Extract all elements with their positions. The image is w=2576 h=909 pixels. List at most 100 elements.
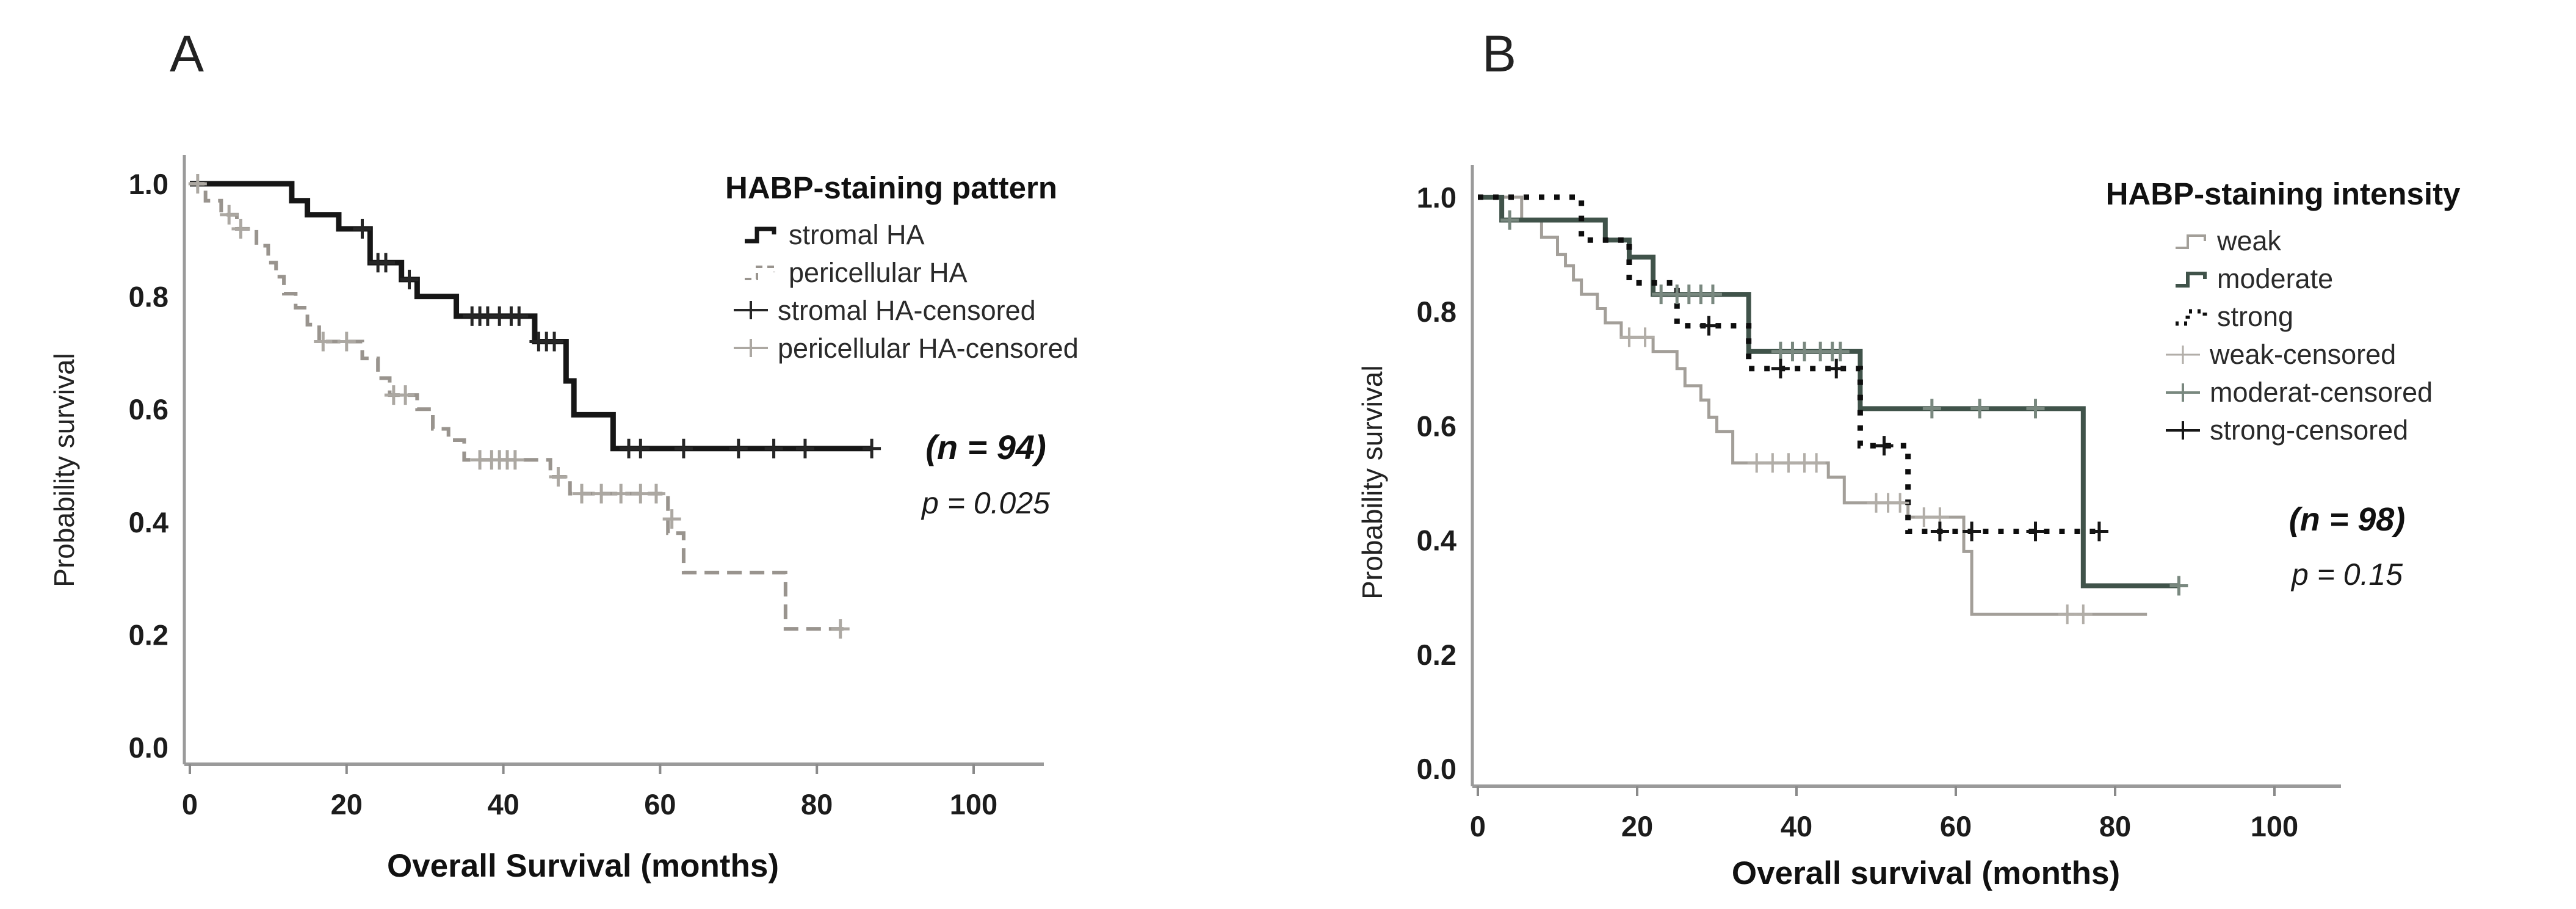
panel-b-sample-size: (n = 98) (2288, 501, 2406, 538)
censor-mark-pericellular-ha-censored (662, 509, 681, 529)
panel-a-letter: A (170, 25, 204, 82)
censor-mark-strong-censored (1827, 358, 1846, 378)
y-tick-label: 0.2 (129, 618, 168, 651)
series-pericellular-ha-line (190, 182, 848, 631)
censor-mark-stromal-ha-censored (353, 219, 372, 239)
swatch-stroke (745, 226, 776, 244)
censor-mark-stromal-ha-censored (545, 331, 564, 352)
y-tick-label: 1.0 (129, 168, 168, 200)
weak-step-line-icon (2176, 234, 2206, 249)
censor-mark-pericellular-ha-censored (314, 331, 333, 352)
x-tick-label: 0 (1470, 810, 1486, 842)
panel-a-x-axis-label: Overall Survival (months) (386, 848, 780, 884)
stromal-ha-censored-plus-icon (734, 301, 768, 319)
legend-label: pericellular HA (789, 257, 968, 288)
legend-item-pericellular-ha: pericellular HA (743, 257, 1087, 289)
censor-mark-moderat-censored (2026, 399, 2045, 419)
panel-b-x-axis-label: Overall survival (months) (1731, 855, 2121, 891)
censor-mark-pericellular-ha-censored (505, 450, 524, 470)
panel-b-annotations: (n = 98) p = 0.15 (2243, 501, 2451, 592)
swatch-stroke (2166, 421, 2200, 440)
censor-mark-weak-censored (2058, 604, 2077, 625)
censor-mark-weak-censored (2074, 604, 2093, 625)
legend-label: pericellular HA-censored (778, 333, 1079, 364)
censor-mark-stromal-ha-censored (795, 438, 814, 458)
censor-mark-moderat-censored (2169, 576, 2188, 596)
censor-mark-strong-censored (2089, 521, 2108, 541)
censor-mark-pericellular-ha-censored (573, 483, 591, 504)
weak-censored-plus-icon (2166, 346, 2200, 364)
x-tick-label: 40 (1781, 810, 1812, 842)
legend-item-strong-censored: strong-censored (2165, 415, 2472, 446)
censor-mark-weak-censored (1890, 493, 1909, 513)
censor-mark-moderat-censored (1831, 341, 1850, 361)
panel-b-legend-title: HABP-staining intensity (2105, 176, 2461, 211)
censor-mark-strong-censored (1699, 316, 1718, 336)
stromal-ha-step-line-icon (745, 226, 776, 244)
censor-mark-strong-censored (1930, 521, 1949, 541)
series-weak-line (1478, 195, 2147, 616)
legend-item-stromal-ha: stromal HA (743, 219, 1087, 251)
panel-a-plot: 0 20 40 60 80 100 1.0 0.8 0.6 0.4 0.2 0.0 (129, 155, 1044, 820)
pericellular-ha-step-line-icon (745, 266, 775, 280)
legend-label: moderate (2217, 263, 2334, 294)
censor-mark-moderat-censored (1922, 399, 1941, 419)
legend-label: stromal HA-censored (778, 295, 1036, 326)
series-moderate-line (1478, 195, 2179, 588)
legend-label: stromal HA (789, 219, 925, 250)
panel-b: B Probability survival 0 20 40 60 80 100 1.0 0.… (1282, 0, 2576, 909)
x-tick-label: 0 (182, 788, 198, 820)
panel-a: A Probability survival 0 20 40 60 80 100 1.0 0.… (0, 0, 1190, 909)
legend-label: strong-censored (2210, 415, 2409, 446)
censor-mark-pericellular-ha-censored (631, 483, 650, 504)
legend-item-moderate: moderate (2174, 263, 2472, 295)
legend-label: weak-censored (2210, 339, 2397, 370)
censor-mark-weak-censored (1763, 453, 1782, 473)
censor-mark-pericellular-ha-censored (396, 385, 415, 405)
swatch-stroke (2176, 272, 2207, 288)
censor-mark-moderat-censored (1652, 284, 1671, 305)
x-tick-label: 40 (487, 788, 519, 820)
swatch-stroke (2176, 309, 2207, 326)
y-tick-label: 0.2 (1417, 639, 1456, 671)
censor-mark-pericellular-ha-censored (337, 331, 356, 352)
swatch-stroke (2176, 234, 2206, 249)
legend-item-moderat-censored: moderat-censored (2165, 377, 2472, 408)
censor-mark-stromal-ha-censored (400, 269, 419, 289)
panel-a-annotations: (n = 94) p = 0.025 (885, 427, 1087, 521)
censor-mark-weak-censored (1747, 453, 1766, 473)
x-tick-label: 100 (950, 788, 997, 820)
censor-mark-stromal-ha-censored (377, 253, 395, 273)
y-tick-label: 1.0 (1417, 181, 1456, 214)
panel-a-legend-title: HABP-staining pattern (725, 170, 1058, 205)
panel-b-p-value: p = 0.15 (2291, 557, 2403, 592)
panel-a-p-value: p = 0.025 (922, 486, 1050, 520)
swatch-stroke (2166, 383, 2200, 402)
censor-mark-weak-censored (1779, 453, 1798, 473)
y-tick-label: 0.6 (1417, 410, 1456, 442)
censor-mark-pericellular-ha-censored (549, 466, 568, 487)
swatch-stroke (734, 301, 768, 319)
censor-mark-stromal-ha-censored (631, 438, 650, 458)
legend-item-pericellular-ha-censored: pericellular HA-censored (733, 333, 1087, 364)
x-tick-label: 20 (331, 788, 363, 820)
y-tick-label: 0.4 (1417, 524, 1456, 557)
y-tick-label: 0.0 (1417, 753, 1456, 785)
y-tick-label: 0.4 (129, 506, 168, 538)
swatch-stroke (2166, 346, 2200, 364)
censor-mark-pericellular-ha-censored (188, 174, 207, 194)
censor-mark-stromal-ha-censored (729, 438, 748, 458)
legend-item-weak-censored: weak-censored (2165, 339, 2472, 371)
legend-item-strong: strong (2174, 301, 2472, 333)
moderat-censored-plus-icon (2166, 383, 2200, 402)
censor-mark-pericellular-ha-censored (231, 219, 250, 239)
censor-mark-stromal-ha-censored (764, 438, 783, 458)
x-tick-label: 100 (2251, 810, 2298, 842)
censor-mark-moderat-censored (1500, 210, 1519, 230)
y-tick-label: 0.0 (129, 731, 168, 764)
x-tick-label: 80 (2099, 810, 2131, 842)
censor-mark-weak-censored (1807, 453, 1826, 473)
censor-mark-pericellular-ha-censored (592, 483, 611, 504)
series-strong-line (1478, 194, 2099, 535)
